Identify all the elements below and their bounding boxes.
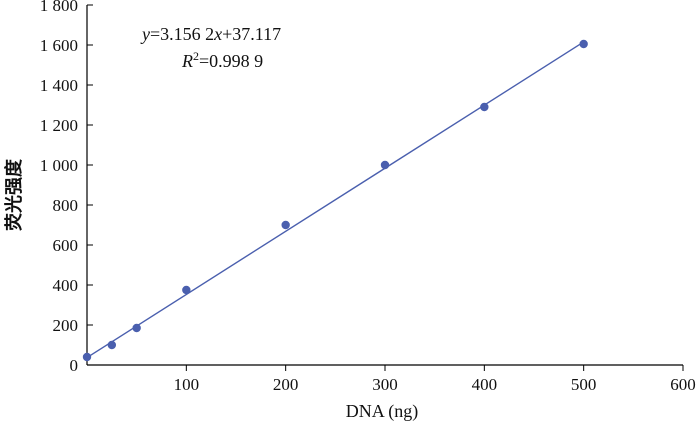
data-point (480, 102, 489, 112)
data-point (281, 220, 290, 230)
x-tick-label: 200 (273, 375, 299, 394)
x-tick-label: 600 (670, 375, 696, 394)
data-point (132, 323, 141, 333)
data-point (579, 39, 588, 49)
y-tick-label: 1 600 (40, 36, 78, 55)
trendline-group (86, 41, 585, 359)
x-axis-title: DNA (ng) (346, 401, 419, 422)
axes (86, 5, 683, 366)
y-axis-ticks: 0 200 400 600 800 1 000 1 200 1 400 1 600 1 800 (40, 0, 93, 375)
y-tick-label: 1 200 (40, 116, 78, 135)
y-tick-label: 400 (53, 276, 79, 295)
r-squared-superscript: 2 (193, 49, 199, 63)
y-tick-label: 1 800 (40, 0, 78, 15)
data-point (107, 340, 117, 350)
y-tick-label: 600 (53, 236, 79, 255)
y-axis-title: 荧光强度 (3, 158, 25, 231)
y-tick-label: 800 (53, 196, 79, 215)
y-tick-label: 200 (53, 316, 79, 335)
equation-x-var: x (213, 24, 222, 44)
x-tick-label: 300 (372, 375, 398, 394)
r-squared-value: =0.998 9 (199, 51, 263, 71)
y-tick-label: 0 (70, 356, 79, 375)
data-point (380, 160, 390, 170)
equation-y-var: y (140, 24, 150, 44)
r-squared-r: R (181, 51, 193, 71)
x-tick-label: 400 (472, 375, 498, 394)
y-tick-label: 1 400 (40, 76, 78, 95)
data-point (82, 352, 92, 362)
data-points (82, 39, 588, 362)
x-tick-label: 100 (174, 375, 200, 394)
equation-coefficient: =3.156 2 (150, 24, 214, 44)
y-tick-label: 1 000 (40, 156, 78, 175)
x-axis-ticks: 100 200 300 400 500 600 (174, 365, 696, 394)
r-squared-label: R2=0.998 9 (181, 49, 263, 71)
equation-intercept: +37.117 (222, 24, 281, 44)
trendline (86, 41, 585, 359)
regression-equation: y=3.156 2x+37.117 (140, 24, 281, 44)
x-tick-label: 500 (571, 375, 597, 394)
data-point (182, 285, 191, 295)
